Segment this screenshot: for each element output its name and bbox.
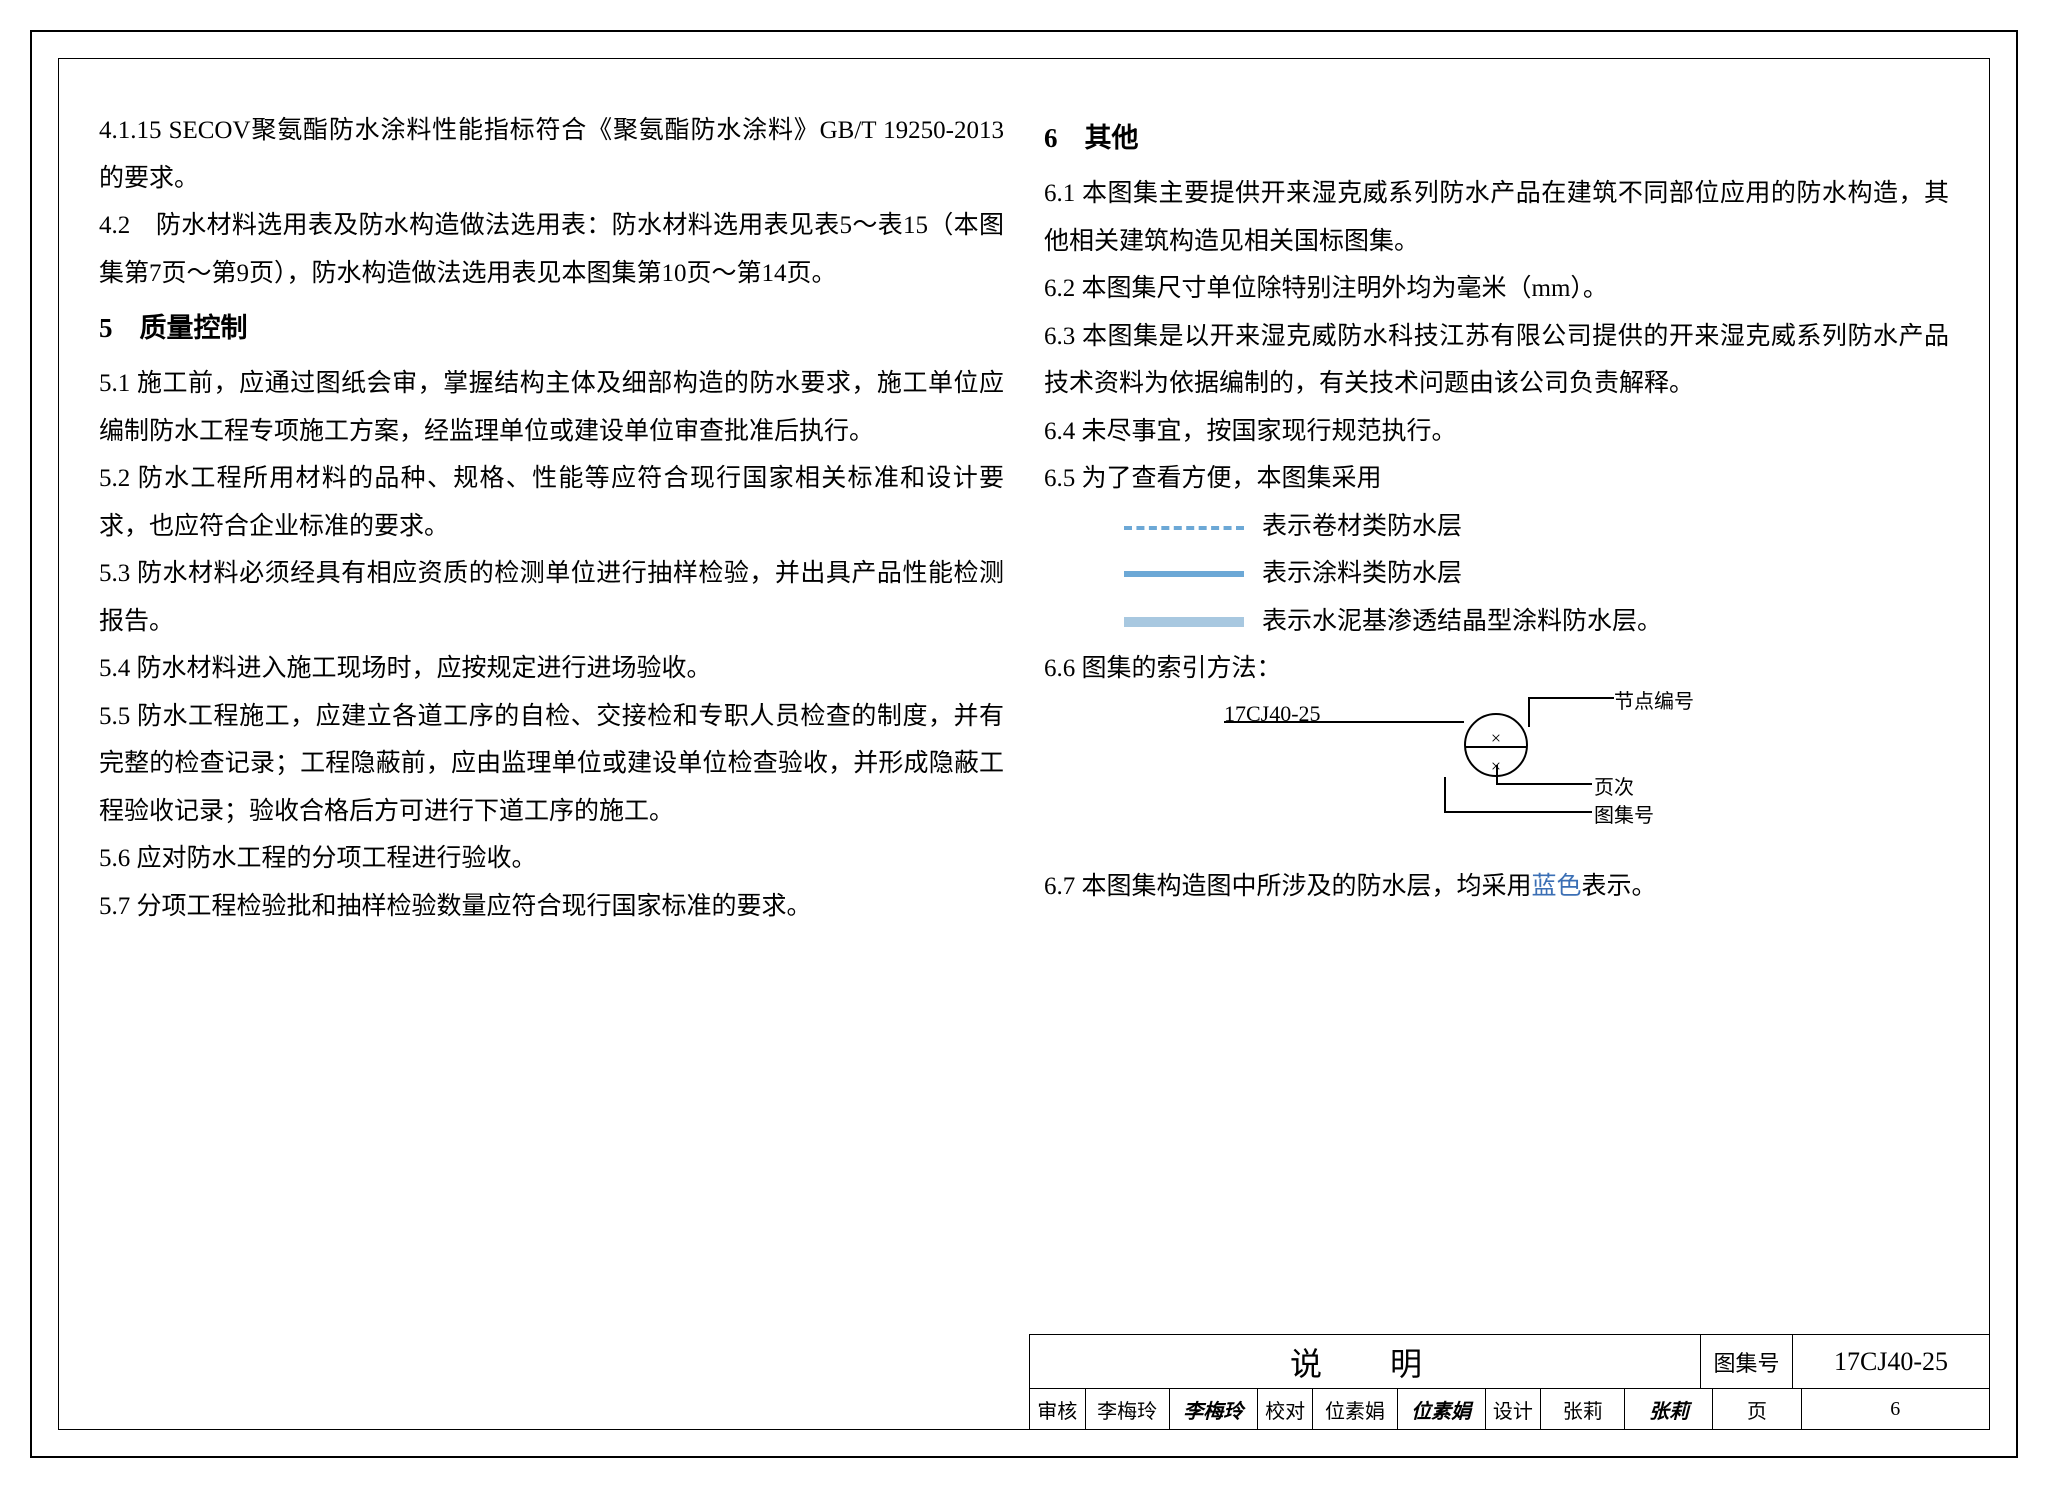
page-number: 6: [1802, 1389, 1990, 1429]
review-name: 李梅玲: [1086, 1389, 1170, 1429]
swatch-crystalline-icon: [1124, 617, 1244, 627]
left-column: 4.1.15 SECOV聚氨酯防水涂料性能指标符合《聚氨酯防水涂料》GB/T 1…: [99, 107, 1004, 1315]
atlas-label: 图集号: [1701, 1335, 1793, 1388]
check-name: 位素娟: [1313, 1389, 1397, 1429]
para-6-3: 6.3 本图集是以开来湿克威防水科技江苏有限公司提供的开来湿克威系列防水产品技术…: [1044, 313, 1949, 408]
design-signature: 张莉: [1625, 1389, 1713, 1429]
para-5-4: 5.4 防水材料进入施工现场时，应按规定进行进场验收。: [99, 645, 1004, 693]
legend-label-membrane: 表示卷材类防水层: [1262, 503, 1462, 551]
leader-left-icon: [1224, 721, 1464, 723]
para-6-7-b: 表示。: [1582, 873, 1657, 900]
titleblock-row1: 说 明 图集号 17CJ40-25: [1030, 1335, 1989, 1389]
para-6-2: 6.2 本图集尺寸单位除特别注明外均为毫米（mm）。: [1044, 265, 1949, 313]
para-5-5: 5.5 防水工程施工，应建立各道工序的自检、交接检和专职人员检查的制度，并有完整…: [99, 693, 1004, 836]
review-label: 审核: [1030, 1389, 1086, 1429]
para-6-7-a: 6.7 本图集构造图中所涉及的防水层，均采用: [1044, 873, 1532, 900]
leader-atlas-v-icon: [1444, 777, 1446, 811]
legend-label-crystalline: 表示水泥基渗透结晶型涂料防水层。: [1262, 598, 1662, 646]
para-6-5: 6.5 为了查看方便，本图集采用: [1044, 455, 1949, 503]
page-label: 页: [1713, 1389, 1801, 1429]
para-5-1: 5.1 施工前，应通过图纸会审，掌握结构主体及细部构造的防水要求，施工单位应编制…: [99, 360, 1004, 455]
heading-6: 6 其他: [1044, 113, 1949, 164]
leader-page-h-icon: [1496, 783, 1592, 785]
para-6-7: 6.7 本图集构造图中所涉及的防水层，均采用蓝色表示。: [1044, 863, 1949, 911]
atlas-number: 17CJ40-25: [1793, 1335, 1989, 1388]
para-4-2: 4.2 防水材料选用表及防水构造做法选用表：防水材料选用表见表5～表15（本图集…: [99, 202, 1004, 297]
legend-row-membrane: 表示卷材类防水层: [1124, 503, 1949, 551]
check-label: 校对: [1258, 1389, 1314, 1429]
titleblock-title: 说 明: [1030, 1335, 1701, 1388]
leader-atlas-h-icon: [1444, 811, 1592, 813]
legend-row-coating: 表示涂料类防水层: [1124, 550, 1949, 598]
para-5-7: 5.7 分项工程检验批和抽样检验数量应符合现行国家标准的要求。: [99, 883, 1004, 931]
blue-text: 蓝色: [1532, 873, 1582, 900]
leader-page-v-icon: [1496, 765, 1498, 783]
para-6-1: 6.1 本图集主要提供开来湿克威系列防水产品在建筑不同部位应用的防水构造，其他相…: [1044, 170, 1949, 265]
index-node-label: 节点编号: [1614, 683, 1694, 721]
inner-frame: 4.1.15 SECOV聚氨酯防水涂料性能指标符合《聚氨酯防水涂料》GB/T 1…: [58, 58, 1990, 1430]
para-6-4: 6.4 未尽事宜，按国家现行规范执行。: [1044, 408, 1949, 456]
content-area: 4.1.15 SECOV聚氨酯防水涂料性能指标符合《聚氨酯防水涂料》GB/T 1…: [59, 59, 1989, 1335]
legend-label-coating: 表示涂料类防水层: [1262, 550, 1462, 598]
para-5-6: 5.6 应对防水工程的分项工程进行验收。: [99, 835, 1004, 883]
swatch-coating-icon: [1124, 571, 1244, 577]
leader-node-icon: [1528, 697, 1614, 699]
index-atlas-label: 图集号: [1594, 797, 1654, 835]
check-signature: 位素娟: [1398, 1389, 1486, 1429]
leader-node-v-icon: [1528, 697, 1530, 727]
design-name: 张莉: [1541, 1389, 1625, 1429]
design-label: 设计: [1486, 1389, 1542, 1429]
para-5-3: 5.3 防水材料必须经具有相应资质的检测单位进行抽样检验，并出具产品性能检测报告…: [99, 550, 1004, 645]
index-diagram: 17CJ40-25 × × 节点编号 页次 图集号: [1344, 683, 1949, 863]
review-signature: 李梅玲: [1170, 1389, 1258, 1429]
para-4-1-15: 4.1.15 SECOV聚氨酯防水涂料性能指标符合《聚氨酯防水涂料》GB/T 1…: [99, 107, 1004, 202]
title-block: 说 明 图集号 17CJ40-25 审核 李梅玲 李梅玲 校对 位素娟 位素娟 …: [1029, 1334, 1989, 1429]
index-code-label: 17CJ40-25: [1224, 693, 1321, 735]
swatch-membrane-icon: [1124, 526, 1244, 530]
titleblock-row2: 审核 李梅玲 李梅玲 校对 位素娟 位素娟 设计 张莉 张莉 页 6: [1030, 1389, 1989, 1429]
heading-5: 5 质量控制: [99, 303, 1004, 354]
para-5-2: 5.2 防水工程所用材料的品种、规格、性能等应符合现行国家相关标准和设计要求，也…: [99, 455, 1004, 550]
outer-frame: 4.1.15 SECOV聚氨酯防水涂料性能指标符合《聚氨酯防水涂料》GB/T 1…: [30, 30, 2018, 1458]
right-column: 6 其他 6.1 本图集主要提供开来湿克威系列防水产品在建筑不同部位应用的防水构…: [1044, 107, 1949, 1315]
legend-row-crystalline: 表示水泥基渗透结晶型涂料防水层。: [1124, 598, 1949, 646]
